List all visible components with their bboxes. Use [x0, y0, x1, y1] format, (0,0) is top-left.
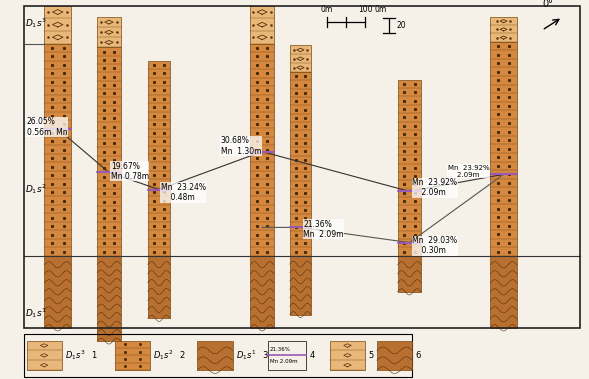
Bar — [268, 340, 306, 370]
Bar — [45, 44, 71, 256]
Text: 3: 3 — [262, 351, 267, 360]
Text: 5: 5 — [369, 351, 374, 360]
Bar — [24, 6, 580, 328]
Text: 0°: 0° — [542, 0, 553, 9]
Bar — [97, 256, 121, 341]
Text: 0m: 0m — [321, 5, 333, 14]
Text: 19.67%
Mn 0.78m: 19.67% Mn 0.78m — [111, 161, 149, 181]
Text: Mn  29.03%
    0.30m: Mn 29.03% 0.30m — [412, 236, 458, 255]
Text: 20: 20 — [396, 21, 406, 30]
Text: Mn  23.24%
    0.48m: Mn 23.24% 0.48m — [161, 183, 206, 202]
Text: 30.68%
Mn  1.30m: 30.68% Mn 1.30m — [221, 136, 262, 156]
Bar — [97, 47, 121, 256]
Bar — [290, 45, 311, 72]
Text: 2: 2 — [180, 351, 185, 360]
Bar — [377, 340, 412, 370]
Text: Mn  23.92%
    2.09m: Mn 23.92% 2.09m — [448, 165, 489, 178]
Bar — [490, 42, 517, 256]
Bar — [148, 256, 170, 318]
Bar — [330, 340, 365, 370]
Text: 6: 6 — [416, 351, 421, 360]
Text: 100: 100 — [358, 5, 372, 14]
Bar — [398, 80, 421, 256]
Bar — [290, 256, 311, 315]
Text: $D_1s^3$: $D_1s^3$ — [65, 348, 85, 362]
Text: $D_1s^1$: $D_1s^1$ — [25, 306, 47, 319]
Bar — [27, 340, 62, 370]
Text: Mn 2.09m: Mn 2.09m — [270, 359, 297, 364]
Bar — [398, 256, 421, 292]
Bar — [148, 61, 170, 256]
Bar — [97, 17, 121, 47]
Text: $D_1s^2$: $D_1s^2$ — [25, 183, 47, 196]
Text: 26.05%
0.56m  Mn: 26.05% 0.56m Mn — [27, 117, 67, 137]
Text: 21.36%: 21.36% — [270, 347, 290, 352]
Text: $D_1s^1$: $D_1s^1$ — [236, 348, 256, 362]
Bar — [290, 72, 311, 256]
Bar — [490, 256, 517, 328]
Bar — [45, 6, 71, 44]
Bar — [250, 44, 274, 256]
Bar — [115, 340, 150, 370]
Text: 0m: 0m — [375, 5, 387, 14]
Text: 1: 1 — [91, 351, 97, 360]
Text: $D_1s^3$: $D_1s^3$ — [25, 16, 47, 30]
Bar — [45, 256, 71, 328]
Text: Mn  23.92%
    2.09m: Mn 23.92% 2.09m — [412, 178, 457, 197]
Text: $D_1s^2$: $D_1s^2$ — [153, 348, 174, 362]
Text: 21.36%
Mn  2.09m: 21.36% Mn 2.09m — [303, 219, 344, 239]
Bar — [250, 256, 274, 328]
Bar — [250, 6, 274, 44]
Bar — [490, 17, 517, 42]
Text: 4: 4 — [310, 351, 315, 360]
Bar — [24, 334, 412, 377]
Bar — [197, 340, 233, 370]
